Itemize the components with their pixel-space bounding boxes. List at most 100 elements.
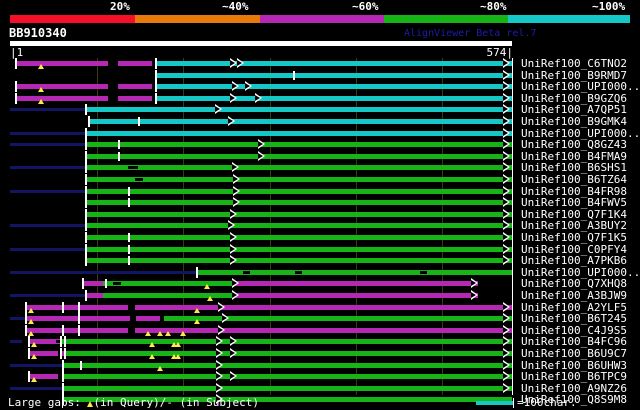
hit-row[interactable] — [0, 139, 640, 151]
hit-label[interactable]: UniRef100_A3BUY2 — [521, 219, 627, 233]
hit-row[interactable] — [0, 243, 640, 255]
hit-label[interactable]: UniRef100_UPI000.. — [521, 80, 640, 94]
hit-label[interactable]: UniRef100_B9GMK4 — [521, 115, 627, 128]
hit-label[interactable]: UniRef100_Q7XHQ8 — [521, 277, 627, 291]
hit-row[interactable] — [0, 92, 640, 104]
hit-row[interactable] — [0, 150, 640, 162]
hsp-segment[interactable] — [62, 339, 215, 345]
hit-row[interactable] — [0, 69, 640, 81]
hit-label[interactable]: UniRef100_Q7F1K5 — [521, 231, 627, 244]
hit-label[interactable]: UniRef100_C6TNO2 — [521, 57, 627, 70]
hit-label[interactable]: UniRef100_B4FWV5 — [521, 196, 627, 210]
hsp-segment[interactable] — [232, 281, 478, 287]
hsp-segment[interactable] — [25, 304, 128, 310]
hit-label[interactable]: UniRef100_A2YLF5 — [521, 300, 627, 314]
hit-label[interactable]: UniRef100_B6UHW3 — [521, 358, 627, 372]
hit-row[interactable] — [0, 116, 640, 127]
hit-row[interactable] — [0, 81, 640, 93]
hsp-segment[interactable] — [62, 397, 512, 403]
hsp-segment[interactable] — [85, 153, 512, 159]
hsp-segment[interactable] — [103, 293, 232, 298]
hsp-segment[interactable] — [232, 293, 478, 298]
hsp-segment[interactable] — [155, 84, 512, 90]
hit-label[interactable]: UniRef100_C0PFY4 — [521, 242, 627, 256]
hsp-segment[interactable] — [66, 351, 512, 356]
hsp-segment[interactable] — [135, 327, 512, 333]
hsp-segment[interactable] — [28, 374, 58, 380]
hit-label[interactable]: UniRef100_B9GZQ6 — [521, 91, 627, 105]
hit-row[interactable] — [0, 359, 640, 371]
hsp-segment[interactable] — [118, 61, 152, 66]
hsp-segment[interactable] — [15, 61, 108, 66]
hsp-segment[interactable] — [196, 269, 512, 275]
hsp-segment[interactable] — [155, 72, 512, 78]
hsp-segment[interactable] — [118, 95, 152, 101]
hit-row[interactable] — [0, 58, 640, 69]
hit-label[interactable]: UniRef100_C4J9S5 — [521, 323, 627, 337]
hit-label[interactable]: UniRef100_Q7F1K4 — [521, 207, 627, 221]
hit-row[interactable] — [0, 371, 640, 383]
hit-row[interactable] — [0, 232, 640, 243]
hsp-segment[interactable] — [88, 119, 512, 124]
hsp-segment[interactable] — [82, 281, 103, 287]
hit-row[interactable] — [0, 185, 640, 197]
hit-label[interactable]: UniRef100_UPI000.. — [521, 126, 640, 140]
hit-row[interactable] — [0, 162, 640, 174]
hit-row[interactable] — [0, 127, 640, 139]
hit-row[interactable] — [0, 324, 640, 336]
hsp-segment[interactable] — [135, 304, 512, 310]
hsp-segment[interactable] — [62, 362, 512, 368]
hsp-segment[interactable] — [62, 374, 512, 380]
hsp-segment[interactable] — [85, 211, 512, 217]
hsp-segment[interactable] — [155, 95, 512, 101]
hit-row[interactable] — [0, 197, 640, 209]
hit-row[interactable] — [0, 266, 640, 278]
hit-label[interactable]: UniRef100_B6T245 — [521, 312, 627, 326]
hsp-segment[interactable] — [62, 385, 512, 391]
hsp-segment[interactable] — [85, 165, 512, 171]
hsp-segment[interactable] — [215, 339, 512, 345]
hit-row[interactable] — [0, 290, 640, 301]
hit-row[interactable] — [0, 313, 640, 325]
hit-row[interactable] — [0, 208, 640, 220]
hsp-segment[interactable] — [85, 235, 512, 240]
hit-label[interactable]: UniRef100_B6TPC9 — [521, 370, 627, 384]
hit-label[interactable]: UniRef100_Q8S9M8 — [521, 393, 627, 407]
hit-row[interactable] — [0, 278, 640, 290]
hit-label[interactable]: UniRef100_B9RMD7 — [521, 68, 627, 82]
hsp-segment[interactable] — [155, 61, 512, 66]
hsp-segment[interactable] — [15, 84, 108, 90]
hit-label[interactable]: UniRef100_A3BJW9 — [521, 289, 627, 302]
hit-row[interactable] — [0, 348, 640, 359]
hit-row[interactable] — [0, 104, 640, 116]
hsp-segment[interactable] — [25, 327, 128, 333]
hit-label[interactable]: UniRef100_B6TZ64 — [521, 173, 627, 186]
hit-row[interactable] — [0, 220, 640, 232]
hsp-segment[interactable] — [85, 142, 512, 148]
hit-row[interactable] — [0, 394, 640, 406]
hit-label[interactable]: UniRef100_A7QP51 — [521, 103, 627, 117]
hsp-segment[interactable] — [85, 130, 512, 136]
hsp-segment[interactable] — [136, 316, 160, 322]
hit-label[interactable]: UniRef100_B6SHS1 — [521, 161, 627, 175]
hsp-segment[interactable] — [28, 339, 62, 345]
hit-label[interactable]: UniRef100_A9NZ26 — [521, 381, 627, 395]
hit-label[interactable]: UniRef100_B4FR98 — [521, 184, 627, 198]
hsp-segment[interactable] — [25, 316, 130, 322]
hsp-segment[interactable] — [85, 188, 512, 194]
hit-row[interactable] — [0, 336, 640, 348]
hsp-segment[interactable] — [85, 246, 512, 252]
hit-label[interactable]: UniRef100_B4FMA9 — [521, 149, 627, 163]
hit-label[interactable]: UniRef100_A7PKB6 — [521, 254, 627, 268]
hit-row[interactable] — [0, 301, 640, 313]
hsp-segment[interactable] — [15, 95, 108, 101]
hsp-segment[interactable] — [85, 200, 512, 206]
hsp-segment[interactable] — [85, 177, 512, 182]
hsp-segment[interactable] — [28, 351, 58, 356]
hsp-segment[interactable] — [85, 223, 512, 229]
hsp-segment[interactable] — [85, 258, 512, 264]
hit-row[interactable] — [0, 174, 640, 185]
hsp-segment[interactable] — [103, 281, 232, 287]
hsp-segment[interactable] — [85, 293, 103, 298]
hit-row[interactable] — [0, 382, 640, 394]
